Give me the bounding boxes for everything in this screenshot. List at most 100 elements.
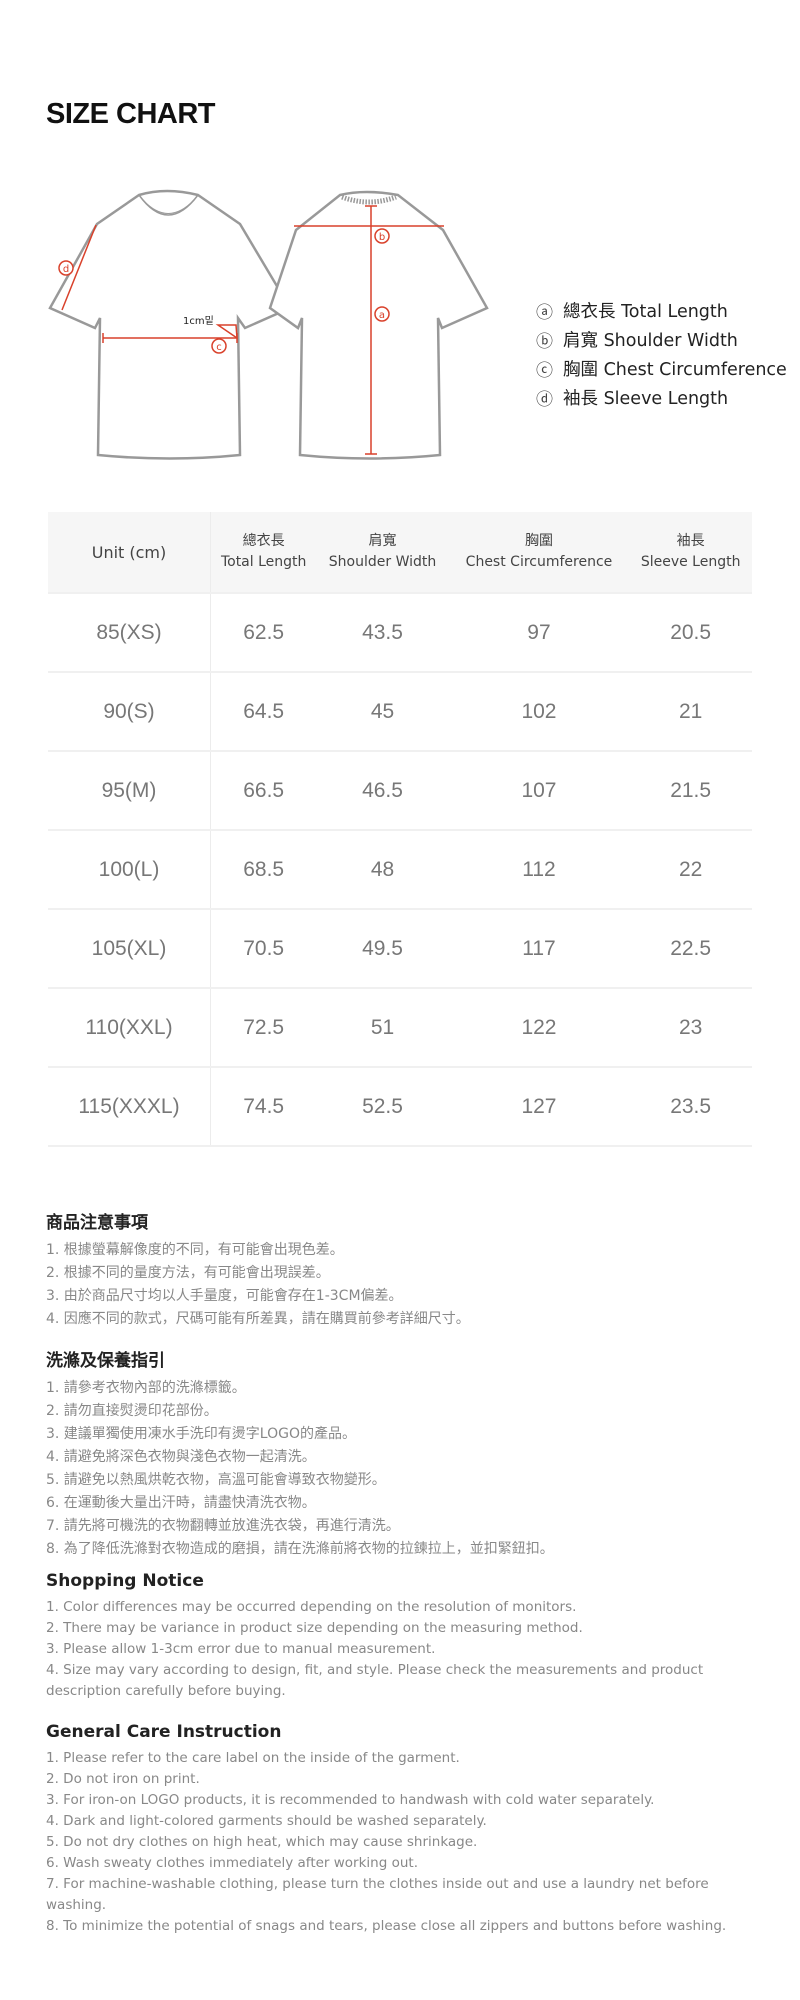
value-cell: 21 xyxy=(629,671,752,751)
value-cell: 46.5 xyxy=(316,750,449,830)
notice-line: 2. 根據不同的量度方法，有可能會出現誤差。 xyxy=(46,1265,330,1281)
value-cell: 107 xyxy=(448,750,630,830)
marker-a-icon: ⓐ xyxy=(536,303,553,323)
notice-line: 1. Please refer to the care label on the… xyxy=(46,1750,460,1766)
unit-header: Unit (cm) xyxy=(48,512,211,593)
value-cell: 43.5 xyxy=(316,592,449,672)
value-cell: 23 xyxy=(629,987,752,1067)
value-cell: 22.5 xyxy=(629,908,752,988)
notice-section: General Care Instruction 1. Please refer … xyxy=(46,1722,766,1937)
notice-line: 7. For machine-washable clothing, please… xyxy=(46,1876,709,1913)
table-row: 105(XL) 70.5 49.5 117 22.5 xyxy=(48,908,752,988)
value-cell: 51 xyxy=(316,987,449,1067)
tshirt-measurement-diagram: b a c d 1cm밑 xyxy=(48,189,489,460)
legend-item: ⓐ 總衣長 Total Length xyxy=(536,296,787,325)
value-cell: 62.5 xyxy=(210,592,317,672)
notice-section: 商品注意事項 1. 根據螢幕解像度的不同，有可能會出現色差。 2. 根據不同的量度方… xyxy=(46,1208,766,1331)
marker-b: b xyxy=(379,232,385,243)
value-cell: 64.5 xyxy=(210,671,317,751)
notice-line: 6. Wash sweaty clothes immediately after… xyxy=(46,1855,418,1871)
legend-item: ⓓ 袖長 Sleeve Length xyxy=(536,383,787,412)
size-cell: 100(L) xyxy=(48,829,211,909)
notice-section: Shopping Notice 1. Color differences may … xyxy=(46,1571,766,1702)
back-tshirt xyxy=(268,190,489,460)
marker-labels xyxy=(58,228,390,354)
value-cell: 72.5 xyxy=(210,987,317,1067)
notice-line: 1. 根據螢幕解像度的不同，有可能會出現色差。 xyxy=(46,1242,344,1258)
section-heading: Shopping Notice xyxy=(46,1571,204,1591)
notice-line: 7. 請先將可機洗的衣物翻轉並放進洗衣袋，再進行清洗。 xyxy=(46,1518,400,1534)
value-cell: 112 xyxy=(448,829,630,909)
size-cell: 110(XXL) xyxy=(48,987,211,1067)
section-heading: 洗滌及保養指引 xyxy=(46,1351,165,1371)
notice-line: 2. Do not iron on print. xyxy=(46,1771,200,1787)
table-header: Unit (cm) 總衣長 Total Length 肩寬 Shoulder Wid… xyxy=(48,512,752,593)
value-cell: 127 xyxy=(448,1066,630,1147)
column-header: 袖長 Sleeve Length xyxy=(629,512,752,593)
marker-c: c xyxy=(216,342,222,353)
notice-line: 4. Dark and light-colored garments shoul… xyxy=(46,1813,487,1829)
marker-b-icon: ⓑ xyxy=(536,332,553,352)
table-row: 90(S) 64.5 45 102 21 xyxy=(48,671,752,751)
value-cell: 70.5 xyxy=(210,908,317,988)
sleeve-length-line xyxy=(61,224,97,311)
table-row: 110(XXL) 72.5 51 122 23 xyxy=(48,987,752,1067)
table-row: 100(L) 68.5 48 112 22 xyxy=(48,829,752,909)
notice-line: 4. Size may vary according to design, fi… xyxy=(46,1662,704,1699)
table-row: 115(XXXL) 74.5 52.5 127 23.5 xyxy=(48,1066,752,1147)
column-header: 肩寬 Shoulder Width xyxy=(316,512,449,593)
value-cell: 21.5 xyxy=(629,750,752,830)
value-cell: 68.5 xyxy=(210,829,317,909)
page-title: SIZE CHART xyxy=(46,98,216,130)
value-cell: 97 xyxy=(448,592,630,672)
table-row: 95(M) 66.5 46.5 107 21.5 xyxy=(48,750,752,830)
legend-item: ⓑ 肩寬 Shoulder Width xyxy=(536,325,787,354)
value-cell: 66.5 xyxy=(210,750,317,830)
legend-item: ⓒ 胸圍 Chest Circumference xyxy=(536,354,787,383)
marker-c-icon: ⓒ xyxy=(536,361,553,381)
value-cell: 23.5 xyxy=(629,1066,752,1147)
table-row: 85(XS) 62.5 43.5 97 20.5 xyxy=(48,592,752,672)
column-header: 胸圍 Chest Circumference xyxy=(448,512,630,593)
value-cell: 102 xyxy=(448,671,630,751)
notice-line: 3. Please allow 1-3cm error due to manua… xyxy=(46,1641,436,1657)
size-table: Unit (cm) 總衣長 Total Length 肩寬 Shoulder Wid… xyxy=(48,512,752,1147)
measurement-legend: ⓐ 總衣長 Total Length ⓑ 肩寬 Shoulder Width ⓒ 胸圍… xyxy=(536,296,787,412)
notice-line: 3. 由於商品尺寸均以人手量度，可能會存在1-3CM偏差。 xyxy=(46,1288,403,1304)
notice-line: 3. For iron-on LOGO products, it is reco… xyxy=(46,1792,655,1808)
size-cell: 85(XS) xyxy=(48,592,211,672)
value-cell: 49.5 xyxy=(316,908,449,988)
size-cell: 95(M) xyxy=(48,750,211,830)
notice-line: 2. 請勿直接熨燙印花部份。 xyxy=(46,1403,218,1419)
value-cell: 20.5 xyxy=(629,592,752,672)
value-cell: 74.5 xyxy=(210,1066,317,1147)
notice-line: 1. 請參考衣物內部的洗滌標籤。 xyxy=(46,1380,246,1396)
notice-line: 5. Do not dry clothes on high heat, whic… xyxy=(46,1834,478,1850)
notice-line: 3. 建議單獨使用凍水手洗印有燙字LOGO的產品。 xyxy=(46,1426,356,1442)
size-cell: 90(S) xyxy=(48,671,211,751)
notice-section: 洗滌及保養指引 1. 請參考衣物內部的洗滌標籤。 2. 請勿直接熨燙印花部份。 3. … xyxy=(46,1346,766,1561)
notice-line: 5. 請避免以熱風烘乾衣物，高溫可能會導致衣物變形。 xyxy=(46,1472,386,1488)
value-cell: 122 xyxy=(448,987,630,1067)
size-cell: 105(XL) xyxy=(48,908,211,988)
value-cell: 22 xyxy=(629,829,752,909)
notice-line: 6. 在運動後大量出汗時，請盡快清洗衣物。 xyxy=(46,1495,316,1511)
value-cell: 48 xyxy=(316,829,449,909)
value-cell: 45 xyxy=(316,671,449,751)
section-heading: General Care Instruction xyxy=(46,1722,282,1742)
column-header: 總衣長 Total Length xyxy=(210,512,317,593)
notice-line: 8. 為了降低洗滌對衣物造成的磨損，請在洗滌前將衣物的拉鍊拉上，並扣緊鈕扣。 xyxy=(46,1541,554,1557)
section-heading: 商品注意事項 xyxy=(46,1213,148,1233)
chest-annotation: 1cm밑 xyxy=(183,315,214,327)
value-cell: 52.5 xyxy=(316,1066,449,1147)
notice-line: 1. Color differences may be occurred dep… xyxy=(46,1599,577,1615)
marker-d-icon: ⓓ xyxy=(536,390,553,410)
notice-line: 8. To minimize the potential of snags an… xyxy=(46,1918,727,1934)
marker-a: a xyxy=(379,310,385,321)
value-cell: 117 xyxy=(448,908,630,988)
size-cell: 115(XXXL) xyxy=(48,1066,211,1147)
notice-line: 2. There may be variance in product size… xyxy=(46,1620,583,1636)
marker-d: d xyxy=(63,264,69,275)
notice-line: 4. 請避免將深色衣物與淺色衣物一起清洗。 xyxy=(46,1449,316,1465)
notice-line: 4. 因應不同的款式，尺碼可能有所差異，請在購買前參考詳細尺寸。 xyxy=(46,1311,470,1327)
